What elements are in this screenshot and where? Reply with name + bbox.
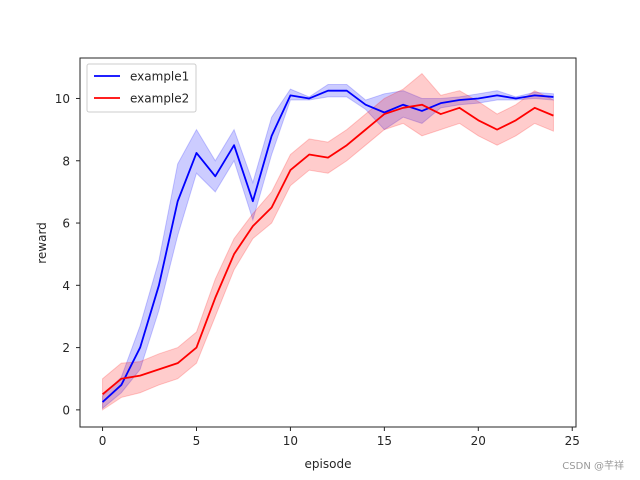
x-tick-label: 5	[193, 434, 201, 448]
series-line-example2	[101, 103, 554, 395]
y-tick-label: 2	[62, 341, 70, 355]
y-tick-label: 6	[62, 217, 70, 231]
y-tick-label: 10	[55, 92, 70, 106]
confidence-band-example2	[102, 72, 554, 411]
watermark: CSDN @芊祥	[562, 459, 624, 472]
x-tick-label: 25	[565, 434, 580, 448]
legend-label-example2: example2	[130, 92, 189, 106]
legend: example1 example2	[86, 63, 197, 113]
x-tick-label: 15	[377, 434, 392, 448]
y-axis-ticks: 0 2 4 6 8 10	[55, 92, 80, 417]
x-tick-label: 20	[471, 434, 486, 448]
series-line-example1	[101, 89, 554, 403]
y-axis-label: reward	[35, 222, 49, 264]
x-axis-label: episode	[305, 457, 352, 471]
y-tick-label: 0	[62, 403, 70, 417]
x-axis-ticks: 0 5 10 15 20 25	[99, 427, 580, 448]
y-tick-label: 8	[62, 154, 70, 168]
legend-label-example1: example1	[130, 70, 189, 84]
confidence-band-example1	[102, 83, 554, 410]
plot-frame	[79, 57, 577, 428]
confidence-bands	[102, 72, 554, 411]
x-tick-label: 10	[283, 434, 298, 448]
x-tick-label: 0	[99, 434, 107, 448]
y-tick-label: 4	[62, 279, 70, 293]
series-lines	[101, 89, 554, 403]
